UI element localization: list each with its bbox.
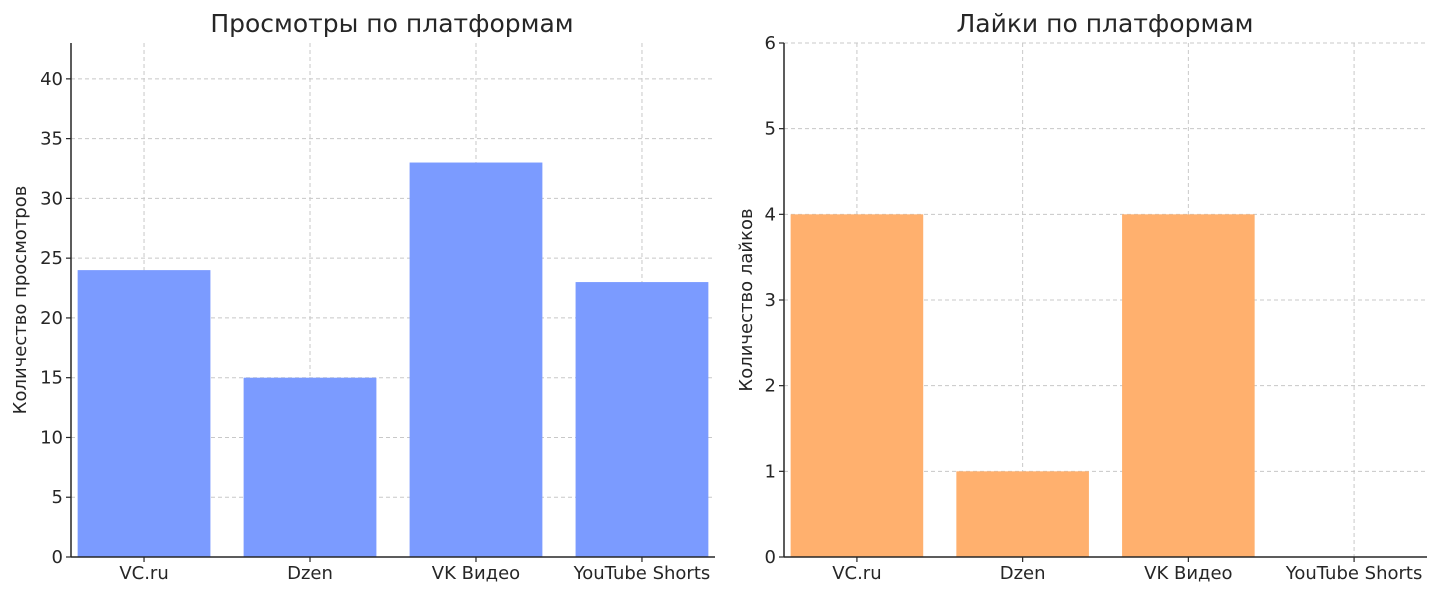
views-y-tick-label: 30 [40, 188, 63, 209]
likes-y-tick-label: 6 [765, 33, 776, 54]
views-chart: Просмотры по платформам Количество просм… [10, 9, 715, 584]
views-y-tick-label: 35 [40, 129, 63, 150]
likes-bars [790, 214, 1255, 558]
likes-x-tick-label: YouTube Shorts [1285, 563, 1423, 584]
likes-y-tick-label: 2 [765, 376, 776, 397]
views-bar [575, 282, 709, 557]
views-y-axis-label: Количество просмотров [10, 186, 31, 415]
likes-bar [1122, 214, 1255, 558]
likes-x-tick-label: Dzen [1000, 563, 1046, 584]
likes-y-tick-label: 0 [765, 547, 776, 568]
likes-bar [790, 214, 924, 558]
likes-y-tick-label: 4 [765, 204, 776, 225]
likes-chart: Лайки по платформам Количество лайков 0 1… [736, 9, 1427, 584]
likes-chart-title: Лайки по платформам [956, 9, 1253, 38]
views-x-tick-label: VK Видео [432, 563, 520, 584]
views-bars [77, 162, 709, 557]
likes-x-tick-label: VK Видео [1144, 563, 1232, 584]
likes-y-tick-label: 1 [765, 461, 776, 482]
likes-y-tick-label: 3 [765, 290, 776, 311]
views-chart-title: Просмотры по платформам [210, 9, 573, 38]
views-x-tick-label: Dzen [287, 563, 333, 584]
views-bar [243, 377, 377, 557]
views-bar [409, 162, 543, 557]
views-y-tick-label: 0 [52, 547, 63, 568]
likes-x-tick-label: VC.ru [832, 563, 881, 584]
views-y-tick-label: 10 [40, 427, 63, 448]
likes-bar [956, 471, 1089, 557]
views-y-tick-label: 20 [40, 308, 63, 329]
likes-y-axis-label: Количество лайков [736, 208, 757, 391]
views-x-tick-label: YouTube Shorts [573, 563, 711, 584]
views-y-tick-label: 5 [52, 487, 63, 508]
views-y-tick-label: 40 [40, 69, 63, 90]
views-bar [77, 270, 211, 557]
views-y-tick-label: 15 [40, 368, 63, 389]
views-y-tick-label: 25 [40, 248, 63, 269]
likes-y-tick-label: 5 [765, 119, 776, 140]
views-x-tick-label: VC.ru [119, 563, 168, 584]
